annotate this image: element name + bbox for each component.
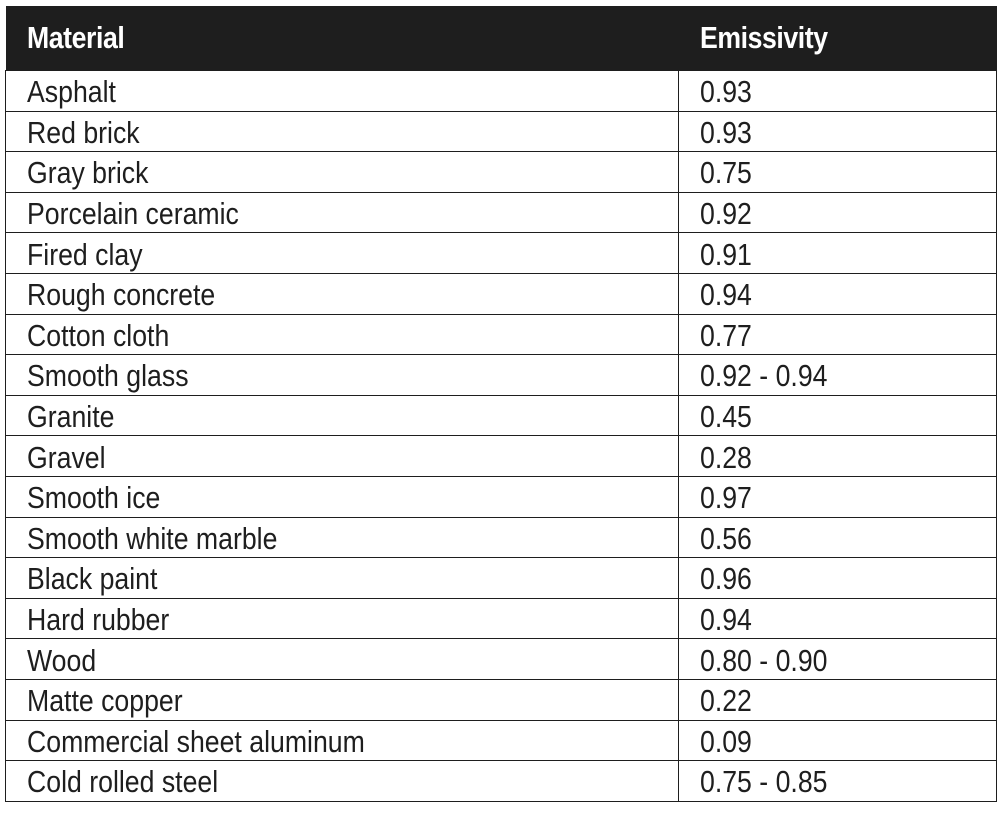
table-row: Black paint 0.96 <box>5 557 997 599</box>
emissivity-table: Material Emissivity Asphalt 0.93 Red brick… <box>5 6 997 802</box>
emissivity-value: 0.94 <box>700 602 752 638</box>
emissivity-value: 0.22 <box>700 683 752 719</box>
material-cell: Smooth ice <box>5 475 679 518</box>
material-cell: Rough concrete <box>5 272 679 315</box>
emissivity-value: 0.93 <box>700 114 752 150</box>
material-cell: Black paint <box>5 557 679 599</box>
emissivity-cell: 0.75 - 0.85 <box>678 760 997 802</box>
emissivity-value: 0.75 - 0.85 <box>700 764 828 800</box>
table-row: Commercial sheet aluminum 0.09 <box>5 719 997 762</box>
emissivity-cell: 0.93 <box>678 110 997 153</box>
table-body: Asphalt 0.93 Red brick 0.93 Gray brick 0.75 Po… <box>5 70 997 802</box>
material-name: Asphalt <box>27 74 116 110</box>
emissivity-cell: 0.77 <box>678 313 997 356</box>
material-cell: Wood <box>5 638 679 680</box>
emissivity-value: 0.28 <box>700 439 752 475</box>
material-cell: Red brick <box>5 110 679 153</box>
material-name: Fired clay <box>27 236 143 272</box>
emissivity-cell: 0.28 <box>678 435 997 477</box>
table-row: Gravel 0.28 <box>5 435 997 477</box>
emissivity-value: 0.92 - 0.94 <box>700 358 828 394</box>
material-name: Smooth ice <box>27 480 161 516</box>
emissivity-value: 0.91 <box>700 236 752 272</box>
table-row: Rough concrete 0.94 <box>5 272 997 315</box>
material-cell: Fired clay <box>5 232 679 274</box>
material-cell: Smooth white marble <box>5 516 679 559</box>
emissivity-cell: 0.97 <box>678 475 997 518</box>
emissivity-value: 0.97 <box>700 480 752 516</box>
emissivity-cell: 0.22 <box>678 678 997 721</box>
emissivity-cell: 0.96 <box>678 557 997 599</box>
emissivity-value: 0.75 <box>700 155 752 191</box>
emissivity-cell: 0.09 <box>678 719 997 762</box>
material-name: Cold rolled steel <box>27 764 219 800</box>
material-name: Gravel <box>27 439 106 475</box>
table-row: Granite 0.45 <box>5 394 997 437</box>
table-row: Smooth ice 0.97 <box>5 475 997 518</box>
material-cell: Commercial sheet aluminum <box>5 719 679 762</box>
header-emissivity: Emissivity <box>678 6 997 71</box>
emissivity-value: 0.93 <box>700 74 752 110</box>
emissivity-value: 0.09 <box>700 723 752 759</box>
emissivity-value: 0.92 <box>700 196 752 232</box>
emissivity-cell: 0.92 <box>678 191 997 234</box>
material-name: Hard rubber <box>27 602 170 638</box>
material-name: Matte copper <box>27 683 183 719</box>
material-name: Commercial sheet aluminum <box>27 723 365 759</box>
material-name: Black paint <box>27 561 158 597</box>
header-material-label: Material <box>26 20 125 55</box>
table-row: Red brick 0.93 <box>5 110 997 153</box>
material-cell: Gravel <box>5 435 679 477</box>
table-row: Fired clay 0.91 <box>5 232 997 274</box>
material-name: Smooth glass <box>27 358 189 394</box>
material-cell: Porcelain ceramic <box>5 191 679 234</box>
material-name: Granite <box>27 399 115 435</box>
material-cell: Matte copper <box>5 678 679 721</box>
table-row: Matte copper 0.22 <box>5 678 997 721</box>
material-cell: Asphalt <box>5 70 679 112</box>
table-row: Wood 0.80 - 0.90 <box>5 638 997 680</box>
material-cell: Hard rubber <box>5 597 679 640</box>
material-cell: Cold rolled steel <box>5 760 679 802</box>
emissivity-cell: 0.91 <box>678 232 997 274</box>
header-material: Material <box>5 6 679 71</box>
material-name: Smooth white marble <box>27 520 278 556</box>
emissivity-table-container: Material Emissivity Asphalt 0.93 Red brick… <box>5 6 997 802</box>
header-row: Material Emissivity <box>5 6 997 71</box>
emissivity-cell: 0.56 <box>678 516 997 559</box>
material-name: Rough concrete <box>27 277 216 313</box>
table-row: Smooth glass 0.92 - 0.94 <box>5 354 997 396</box>
emissivity-cell: 0.75 <box>678 151 997 193</box>
material-cell: Granite <box>5 394 679 437</box>
emissivity-value: 0.94 <box>700 277 752 313</box>
emissivity-value: 0.56 <box>700 520 752 556</box>
material-name: Red brick <box>27 114 140 150</box>
emissivity-cell: 0.93 <box>678 70 997 112</box>
emissivity-value: 0.45 <box>700 399 752 435</box>
table-header: Material Emissivity <box>5 6 997 71</box>
emissivity-cell: 0.92 - 0.94 <box>678 354 997 396</box>
table-row: Smooth white marble 0.56 <box>5 516 997 559</box>
table-row: Hard rubber 0.94 <box>5 597 997 640</box>
table-row: Porcelain ceramic 0.92 <box>5 191 997 234</box>
material-name: Porcelain ceramic <box>27 196 239 232</box>
material-name: Cotton cloth <box>27 317 170 353</box>
table-row: Asphalt 0.93 <box>5 70 997 112</box>
material-name: Gray brick <box>27 155 149 191</box>
table-row: Cotton cloth 0.77 <box>5 313 997 356</box>
material-name: Wood <box>27 642 97 678</box>
emissivity-value: 0.80 - 0.90 <box>700 642 828 678</box>
emissivity-value: 0.77 <box>700 317 752 353</box>
material-cell: Smooth glass <box>5 354 679 396</box>
material-cell: Gray brick <box>5 151 679 193</box>
header-emissivity-label: Emissivity <box>699 20 828 55</box>
emissivity-cell: 0.94 <box>678 597 997 640</box>
table-row: Cold rolled steel 0.75 - 0.85 <box>5 760 997 802</box>
emissivity-cell: 0.94 <box>678 272 997 315</box>
emissivity-cell: 0.80 - 0.90 <box>678 638 997 680</box>
emissivity-value: 0.96 <box>700 561 752 597</box>
table-row: Gray brick 0.75 <box>5 151 997 193</box>
emissivity-cell: 0.45 <box>678 394 997 437</box>
material-cell: Cotton cloth <box>5 313 679 356</box>
